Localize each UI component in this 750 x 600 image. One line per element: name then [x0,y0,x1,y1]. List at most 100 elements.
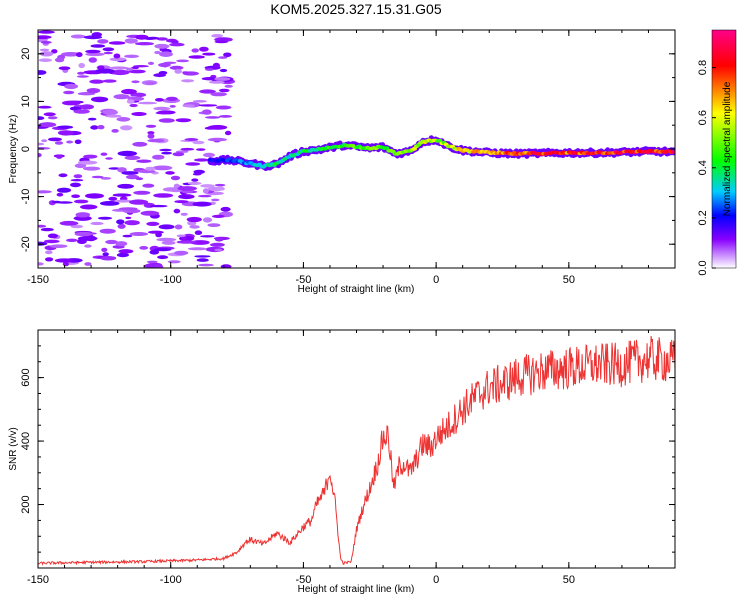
spectrogram-noise-cell [214,183,226,187]
spectrogram-noise-cell [173,208,181,214]
spectrogram-noise-cell [113,94,130,100]
spectrogram-noise-cell [167,260,181,264]
spectrogram-noise-cell [205,116,221,119]
spectrogram-noise-cell [153,106,171,111]
spectrogram-noise-cell [101,247,108,252]
spectrogram-noise-cell [136,159,152,163]
spectrogram-panel: -150 -100 -50 0 50 20 10 0 -10 -20 Height of stra… [8,29,676,295]
colorbar-tick-label: 0.2 [697,210,709,225]
spectrogram-noise-cell [121,171,139,175]
spectrogram-noise-cell [95,68,115,74]
spectrogram-noise-cell [219,115,232,118]
spectrogram-ylabel: Frequency (Hz) [8,115,19,184]
y-tick-label: -10 [20,189,32,205]
spectrogram-noise-cell [99,228,116,234]
colorbar-tick-label: 0.4 [697,160,709,175]
spectrogram-noise-cell [38,70,47,75]
x-tick-label: -100 [160,574,182,586]
spectrogram-noise-cell [185,162,201,166]
spectrogram-noise-cell [161,151,173,155]
spectrogram-noise-cell [207,125,228,130]
spectrogram-noise-cell [120,125,133,131]
colorbar-tick-label: 0.8 [697,60,709,75]
spectrogram-noise-cell [145,124,157,128]
y-tick-label: -20 [20,236,32,252]
spectrogram-noise-cell [218,56,228,59]
spectrogram-noise-cell [156,237,177,242]
spectrogram-noise-cell [155,98,164,102]
spectrogram-noise-cell [177,186,197,191]
spectrogram-noise-cell [186,216,202,223]
spectrogram-noise-cell [147,131,155,135]
spectrogram-noise-cell [74,199,89,204]
spectrogram-noise-cell [192,172,202,176]
spectrogram-noise-cell [142,183,155,188]
spectrogram-noise-cell [194,230,203,235]
spectrogram-noise-cell [131,112,147,116]
spectrogram-noise-cell [203,152,215,158]
spectrogram-noise-cell [110,69,130,76]
spectrogram-noise-cell [91,175,104,179]
spectrogram-noise-cell [58,66,71,70]
spectrogram-noise-cell [157,255,169,260]
spectrogram-noise-cell [40,227,54,232]
spectrogram-noise-cell [152,165,173,171]
spectrogram-noise-cell [214,77,231,81]
spectrogram-noise-cell [47,233,59,239]
spectrogram-noise-cell [103,51,113,55]
spectrogram-noise-cell [199,46,209,52]
spectrogram-noise-cell [115,241,128,247]
spectrogram-noise-cell [116,117,131,122]
spectrogram-noise-cell [116,219,125,225]
x-tick-label: -100 [160,274,182,286]
spectrogram-ticks: -150 -100 -50 0 50 20 10 0 -10 -20 [20,29,676,286]
spectrogram-noise-cell [49,244,68,248]
spectrogram-noise-cell [198,263,214,267]
spectrogram-noise-cell [38,58,52,62]
spectrogram-noise-cell [70,34,86,39]
spectrogram-noise-cell [176,234,186,238]
spectrogram-noise-cell [147,133,155,139]
spectrogram-noise-cell [56,192,64,197]
spectrogram-noise-cell [172,152,185,157]
spectrogram-noise-cell [194,158,210,162]
spectrogram-noise-cell [154,43,170,49]
spectrogram-noise-cell [182,71,189,74]
spectrogram-noise-cell [77,71,85,75]
spectrogram-noise-cell [118,249,134,254]
spectrogram-noise-cell [190,240,210,245]
spectrogram-noise-cell [45,257,54,262]
spectrogram-noise-cell [202,217,213,223]
spectrogram-noise-cell [214,40,229,44]
y-tick-label: 20 [20,48,32,60]
spectrogram-noise-cell [90,221,104,226]
y-tick-label: 0 [20,146,32,152]
spectrogram-noise-cell [85,235,97,242]
spectrogram-noise-cell [78,62,85,69]
spectrogram-noise-cell [153,264,164,268]
spectrogram-noise-cell [116,252,129,258]
spectrogram-noise-cell [175,118,192,123]
spectrogram-noise-cell [115,199,132,203]
y-tick-label: 400 [20,432,32,450]
spectrogram-noise-cell [56,154,63,159]
spectrogram-noise-cell [223,52,232,58]
spectrogram-noise-cell [83,166,101,171]
spectrogram-noise-cell [129,199,149,205]
spectrogram-noise-cell [40,41,52,44]
spectrogram-noise-cell [211,198,220,202]
spectrogram-noise-cell [73,174,83,179]
spectrogram-noise-cell [85,49,101,54]
spectrogram-noise-cell [182,104,195,108]
spectrogram-noise-cell [202,52,216,56]
spectrogram-noise-cell [80,104,94,110]
spectrogram-noise-cell [109,57,127,62]
spectrogram-noise-cell [77,160,98,165]
spectrogram-noise-cell [209,242,225,247]
spectrogram-noise-cell [192,201,212,207]
spectrogram-noise-cell [128,69,146,74]
x-tick-label: -150 [27,574,49,586]
x-tick-label: 50 [563,574,575,586]
spectrogram-noise-cell [85,193,104,199]
spectrogram-noise-cell [170,175,181,181]
